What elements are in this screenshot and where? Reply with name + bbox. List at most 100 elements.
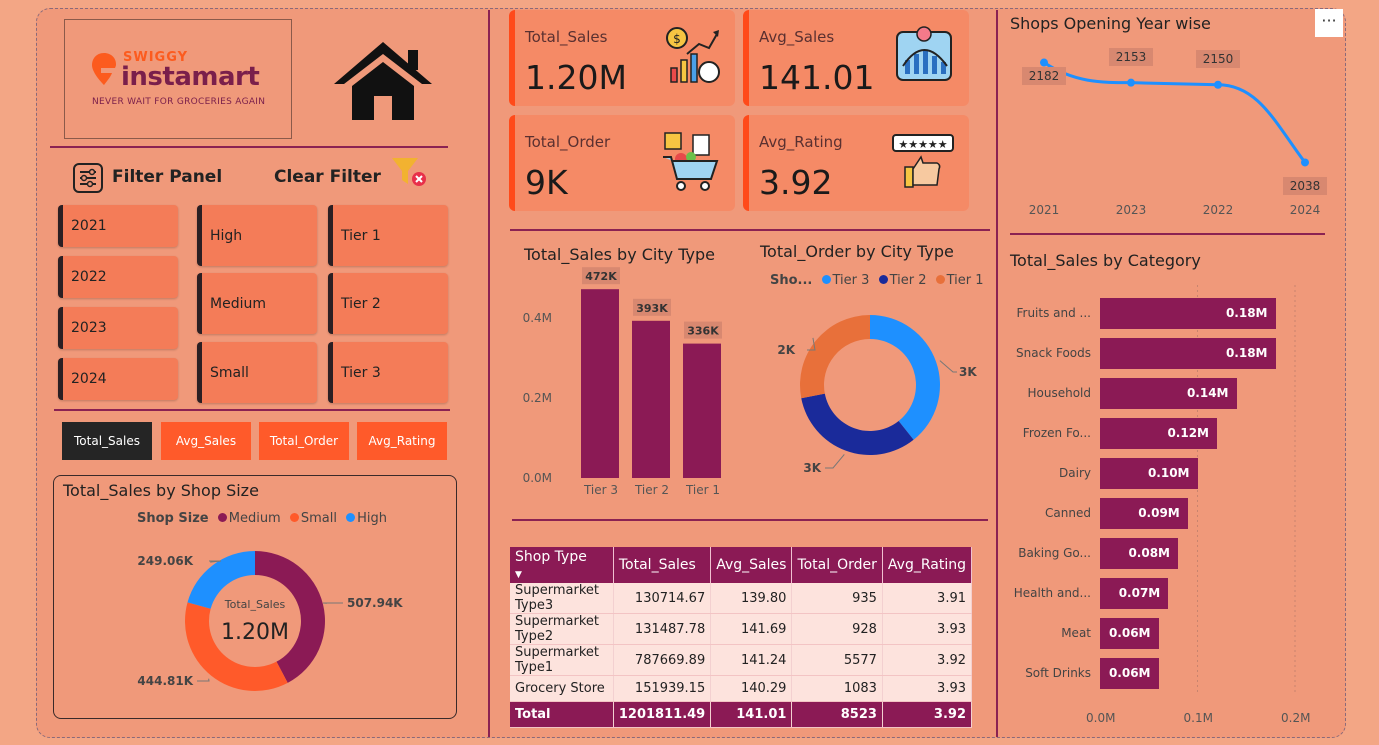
category-grid [1197, 285, 1296, 695]
data-label-badge [582, 267, 620, 285]
shop-size-legend: Shop Size Medium Small High [137, 511, 387, 526]
category-bar: 0.14M [1100, 378, 1237, 409]
svg-text:★★★★★: ★★★★★ [898, 138, 947, 151]
data-label-badge [633, 298, 671, 316]
clear-filter-icon[interactable] [390, 156, 428, 190]
more-options-button[interactable]: ··· [1315, 9, 1343, 37]
sort-desc-icon[interactable]: ▼ [515, 570, 522, 580]
brand-logo: SWIGGY instamart NEVER WAIT FOR GROCERIE… [64, 19, 292, 139]
column-header-avg-sales[interactable]: Avg_Sales [710, 547, 793, 583]
category-label: Health and... [1013, 586, 1091, 600]
table-row: Supermarket Type2 131487.78 141.69 928 3.93 [510, 613, 973, 645]
metric-button-total-order[interactable]: Total_Order [259, 422, 349, 460]
category-bar: 0.08M [1100, 538, 1178, 569]
donut-slice-tier-1 [800, 315, 870, 399]
donut-leader-line [197, 678, 210, 682]
kpi-avg-sales: Avg_Sales 141.01 [743, 10, 969, 106]
bar-data-label: 472K [585, 270, 617, 283]
line-point [1127, 78, 1135, 87]
filter-size-small[interactable]: Small [197, 342, 317, 403]
filter-sliders-icon [73, 163, 103, 193]
filter-year-2022[interactable]: 2022 [58, 256, 178, 298]
line-data-label: 2038 [1290, 179, 1321, 193]
donut-data-label: 3K [803, 461, 821, 475]
filter-size-high[interactable]: High [197, 205, 317, 266]
category-label: Baking Go... [1018, 546, 1091, 560]
table-total-row: Total 1201811.49 141.01 8523 3.92 [510, 701, 973, 728]
column-header-avg-rating[interactable]: Avg_Rating [882, 547, 973, 583]
x-tick-label: Tier 1 [685, 483, 720, 497]
filter-year-2024[interactable]: 2024 [58, 358, 178, 400]
shop-type-table: Shop Type ▼ Total_Sales Avg_Sales Total_O… [510, 547, 973, 728]
donut-leader-line [825, 454, 845, 469]
metric-button-avg-sales[interactable]: Avg_Sales [161, 422, 251, 460]
filter-tier-2[interactable]: Tier 2 [328, 273, 448, 334]
sales-growth-icon: $ [666, 27, 720, 83]
shop-size-donut: 507.94K 444.81K 249.06K [137, 551, 403, 691]
donut-data-label: 507.94K [347, 596, 403, 610]
category-bar: 0.10M [1100, 458, 1198, 489]
category-chart-title: Total_Sales by Category [1010, 251, 1201, 270]
city-order-legend: Sho... Tier 3 Tier 2 Tier 1 [770, 273, 984, 288]
x-tick-label: Tier 2 [634, 483, 669, 497]
metric-button-avg-rating[interactable]: Avg_Rating [357, 422, 447, 460]
data-label-badge [1196, 50, 1240, 68]
filter-panel-title: Filter Panel [112, 167, 223, 187]
shop-size-chart-title: Total_Sales by Shop Size [63, 481, 259, 500]
filter-year-2021[interactable]: 2021 [58, 205, 178, 247]
line-point [1214, 80, 1222, 89]
column-header-total-sales[interactable]: Total_Sales [613, 547, 712, 583]
x-tick-label: 2024 [1290, 203, 1321, 217]
category-bar: 0.06M [1100, 618, 1159, 649]
bar-tier-3 [581, 289, 619, 478]
home-icon[interactable] [332, 40, 434, 122]
x-tick-label: 0.0M [1086, 711, 1116, 725]
donut-slice-medium [255, 551, 325, 683]
city-sales-bar-chart: 0.0M 0.2M 0.4M 472K Tier 3 393K Tier 2 336K Tier… [523, 267, 722, 497]
donut-slice-small [185, 602, 288, 691]
brand-main-text: instamart [121, 62, 260, 92]
divider-logo [50, 146, 448, 148]
category-bar: 0.06M [1100, 658, 1159, 689]
bar-data-label: 0.18M [1225, 346, 1268, 360]
bar-data-label: 0.06M [1108, 626, 1151, 640]
y-tick-label: 0.4M [523, 311, 552, 325]
donut-data-label: 249.06K [137, 554, 193, 568]
bar-data-label: 0.10M [1147, 466, 1190, 480]
data-label-badge [684, 321, 722, 339]
column-header-shop-type[interactable]: Shop Type ▼ [510, 547, 614, 583]
data-label-badge [1109, 48, 1153, 66]
category-bar: 0.09M [1100, 498, 1188, 529]
category-label: Frozen Fo... [1022, 426, 1091, 440]
filter-size-medium[interactable]: Medium [197, 273, 317, 334]
category-bar: 0.07M [1100, 578, 1169, 609]
shops-year-line-chart: 2182 2021 2153 2023 2150 2022 2038 2024 [1022, 48, 1327, 217]
x-tick-label: Tier 3 [583, 483, 618, 497]
category-bar: 0.18M [1100, 298, 1276, 329]
data-label-badge [1022, 67, 1066, 85]
bar-data-label: 0.09M [1138, 506, 1180, 520]
clear-filter-button[interactable]: Clear Filter [274, 167, 381, 187]
category-label: Soft Drinks [1025, 666, 1091, 680]
divider-charts [512, 519, 988, 521]
donut-center-value: 1.20M [221, 620, 289, 645]
column-divider-left [488, 10, 490, 737]
metric-button-total-sales[interactable]: Total_Sales [62, 422, 152, 460]
bar-data-label: 0.07M [1118, 586, 1161, 600]
column-header-total-order[interactable]: Total_Order [791, 547, 883, 583]
brand-tagline: NEVER WAIT FOR GROCERIES AGAIN [92, 97, 266, 107]
bar-data-label: 0.08M [1128, 546, 1170, 560]
category-label: Fruits and ... [1016, 306, 1091, 320]
y-tick-label: 0.0M [523, 471, 552, 485]
city-order-chart-title: Total_Order by City Type [760, 242, 954, 261]
shop-size-card [53, 475, 457, 719]
bar-data-label: 336K [687, 325, 719, 338]
x-tick-label: 2022 [1203, 203, 1234, 217]
bar-data-label: 0.12M [1167, 426, 1209, 440]
line-data-label: 2150 [1203, 52, 1234, 66]
line-point [1301, 158, 1309, 167]
filter-year-2023[interactable]: 2023 [58, 307, 178, 349]
kpi-total-order: Total_Order 9K [509, 115, 735, 211]
filter-tier-1[interactable]: Tier 1 [328, 205, 448, 266]
filter-tier-3[interactable]: Tier 3 [328, 342, 448, 403]
